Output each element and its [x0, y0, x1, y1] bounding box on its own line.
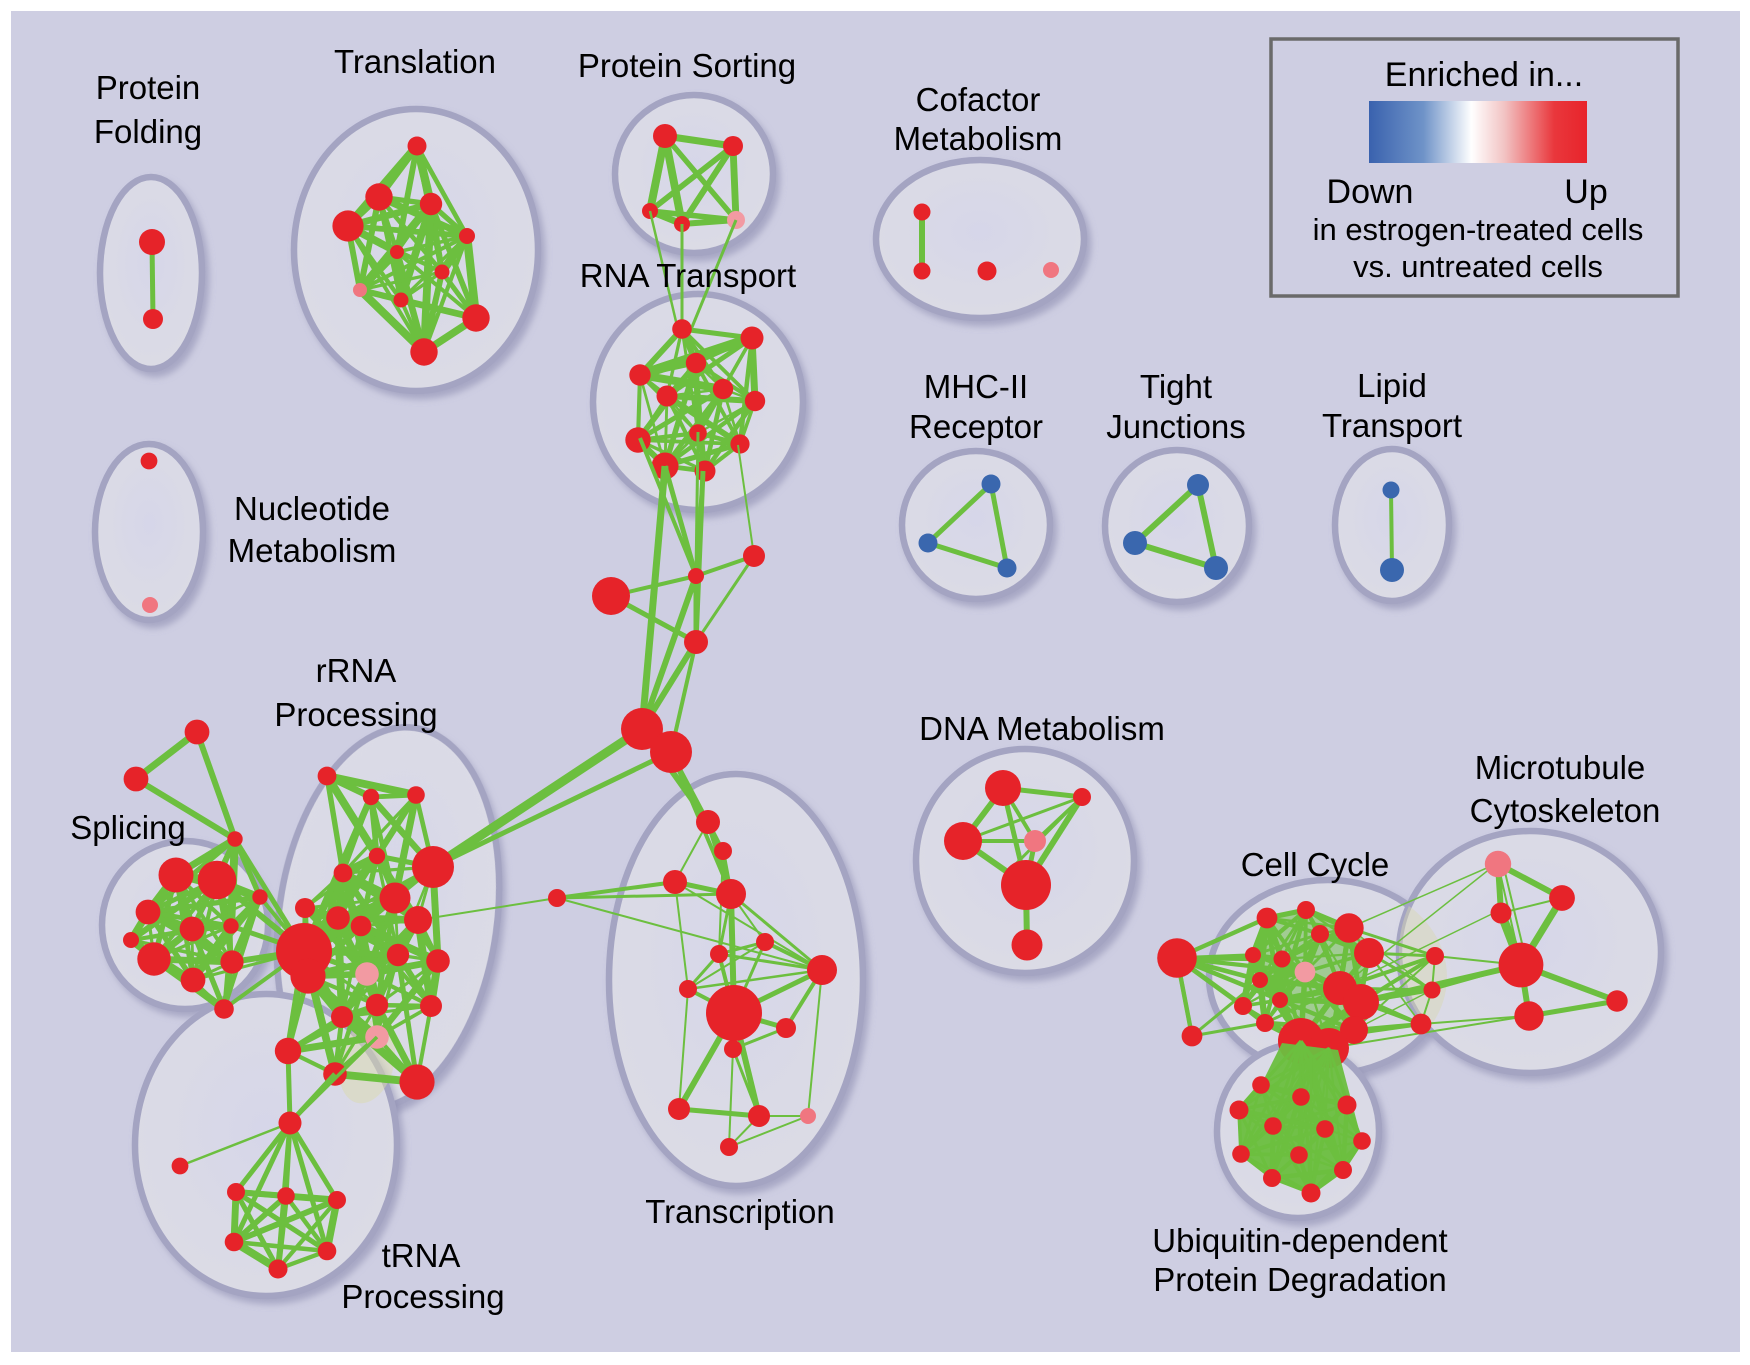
svg-text:Receptor: Receptor: [909, 408, 1043, 445]
svg-text:Protein: Protein: [96, 69, 201, 106]
svg-text:Tight: Tight: [1140, 368, 1212, 405]
svg-text:vs. untreated cells: vs. untreated cells: [1353, 249, 1603, 284]
svg-text:Cell Cycle: Cell Cycle: [1241, 846, 1390, 883]
svg-text:MHC-II: MHC-II: [924, 368, 1028, 405]
svg-text:Transport: Transport: [1322, 407, 1462, 444]
svg-text:Junctions: Junctions: [1106, 408, 1245, 445]
svg-text:Cofactor: Cofactor: [916, 81, 1041, 118]
svg-text:Processing: Processing: [341, 1278, 504, 1315]
svg-text:tRNA: tRNA: [382, 1237, 461, 1274]
svg-text:RNA Transport: RNA Transport: [580, 257, 796, 294]
svg-text:DNA Metabolism: DNA Metabolism: [919, 710, 1165, 747]
svg-text:Transcription: Transcription: [645, 1193, 835, 1230]
svg-text:Nucleotide: Nucleotide: [234, 490, 390, 527]
svg-text:Microtubule: Microtubule: [1475, 749, 1646, 786]
svg-text:Metabolism: Metabolism: [228, 532, 397, 569]
svg-text:Cytoskeleton: Cytoskeleton: [1470, 792, 1661, 829]
svg-text:Protein Degradation: Protein Degradation: [1153, 1261, 1447, 1298]
svg-text:Processing: Processing: [274, 696, 437, 733]
svg-text:in estrogen-treated cells: in estrogen-treated cells: [1313, 212, 1644, 247]
svg-text:rRNA: rRNA: [316, 652, 397, 689]
svg-text:Splicing: Splicing: [70, 809, 186, 846]
svg-text:Ubiquitin-dependent: Ubiquitin-dependent: [1152, 1222, 1447, 1259]
svg-text:Metabolism: Metabolism: [894, 120, 1063, 157]
svg-text:Protein Sorting: Protein Sorting: [578, 47, 796, 84]
svg-text:Folding: Folding: [94, 113, 202, 150]
svg-text:Down: Down: [1327, 173, 1414, 211]
svg-text:Translation: Translation: [334, 43, 496, 80]
svg-text:Lipid: Lipid: [1357, 367, 1427, 404]
svg-text:Up: Up: [1564, 173, 1607, 211]
svg-text:Enriched in...: Enriched in...: [1385, 56, 1583, 94]
